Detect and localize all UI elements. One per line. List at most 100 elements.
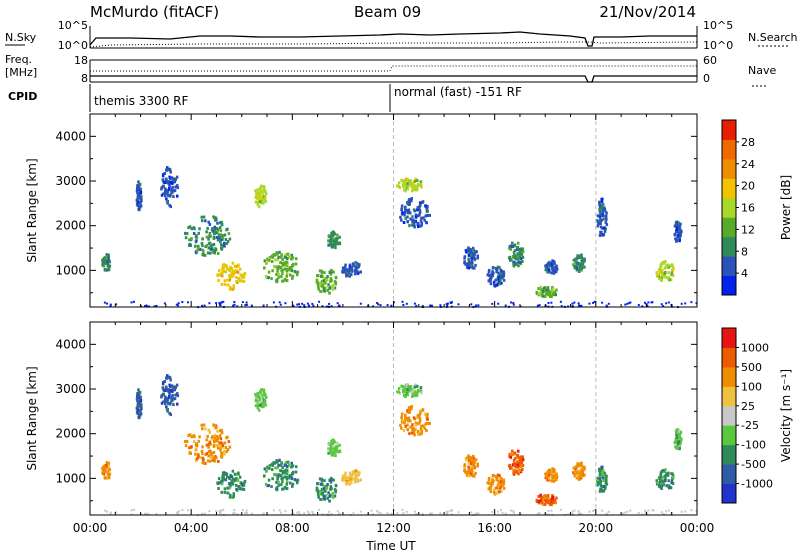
echo-cell bbox=[328, 495, 331, 498]
colorbar-tick-label: 8 bbox=[741, 245, 748, 258]
echo-cell bbox=[181, 301, 184, 303]
echo-cell bbox=[213, 236, 216, 240]
echo-cell bbox=[413, 391, 416, 395]
echo-cell bbox=[185, 232, 189, 236]
echo-cell bbox=[165, 179, 168, 182]
echo-cell bbox=[195, 239, 198, 243]
echo-cell bbox=[600, 489, 603, 493]
echo-cell bbox=[215, 227, 219, 230]
echo-cell bbox=[663, 275, 667, 279]
echo-cell bbox=[402, 304, 405, 306]
echo-cell bbox=[137, 400, 140, 404]
echo-cell bbox=[656, 481, 660, 485]
echo-cell bbox=[230, 271, 233, 275]
echo-cell bbox=[492, 282, 496, 286]
echo-cell bbox=[546, 286, 550, 289]
echo-cell bbox=[217, 441, 221, 445]
echo-cell bbox=[356, 474, 359, 478]
x-tick-label: 08:00 bbox=[275, 521, 310, 535]
echo-cell bbox=[677, 431, 680, 435]
echo-cell bbox=[323, 271, 326, 275]
echo-cell bbox=[232, 284, 235, 288]
echo-cell bbox=[409, 425, 412, 429]
echo-cell bbox=[315, 278, 319, 282]
echo-cell bbox=[544, 294, 547, 298]
echo-cell bbox=[261, 190, 264, 194]
echo-cell bbox=[476, 462, 479, 466]
echo-cell bbox=[536, 512, 539, 515]
echo-region bbox=[216, 261, 247, 291]
echo-cell bbox=[659, 277, 662, 281]
echo-cell bbox=[259, 200, 262, 204]
echo-cell bbox=[168, 376, 172, 380]
echo-cell bbox=[488, 476, 491, 480]
echo-cell bbox=[328, 239, 332, 243]
echo-cell bbox=[213, 424, 216, 428]
echo-cell bbox=[270, 277, 273, 281]
echo-cell bbox=[496, 275, 500, 279]
echo-cell bbox=[286, 272, 289, 276]
echo-cell bbox=[492, 488, 496, 492]
echo-cell bbox=[173, 189, 177, 193]
colorbar-cell bbox=[722, 256, 736, 277]
echo-cell bbox=[551, 286, 554, 290]
echo-cell bbox=[209, 247, 213, 251]
echo-cell bbox=[206, 251, 210, 255]
colorbar-tick-label: 25 bbox=[741, 400, 755, 413]
echo-cell bbox=[256, 197, 259, 201]
echo-cell bbox=[547, 288, 550, 292]
echo-cell bbox=[473, 465, 477, 469]
echo-cell bbox=[396, 512, 399, 515]
echo-cell bbox=[332, 237, 335, 241]
echo-cell bbox=[233, 303, 236, 306]
echo-cell bbox=[508, 454, 511, 458]
echo-cell bbox=[201, 244, 204, 248]
echo-cell bbox=[308, 512, 310, 515]
echo-region bbox=[341, 469, 362, 486]
echo-cell bbox=[624, 303, 627, 306]
echo-cell bbox=[344, 471, 347, 475]
echo-cell bbox=[548, 502, 552, 506]
echo-cell bbox=[275, 251, 278, 255]
echo-cell bbox=[655, 271, 658, 275]
echo-region bbox=[160, 166, 180, 209]
echo-cell bbox=[417, 433, 420, 437]
echo-cell bbox=[544, 500, 548, 504]
echo-cell bbox=[504, 512, 507, 515]
echo-cell bbox=[115, 303, 118, 306]
echo-cell bbox=[256, 201, 260, 204]
echo-cell bbox=[107, 267, 111, 271]
echo-cell bbox=[605, 223, 609, 227]
cpid-strip: CPID themis 3300 RF normal (fast) -151 R… bbox=[8, 84, 522, 112]
echo-cell bbox=[250, 304, 253, 307]
echo-cell bbox=[551, 292, 554, 296]
echo-cell bbox=[539, 285, 542, 289]
echo-cell bbox=[236, 270, 240, 274]
echo-cell bbox=[467, 251, 471, 255]
echo-cell bbox=[581, 266, 584, 270]
echo-cell bbox=[292, 512, 295, 515]
nave-trace bbox=[90, 75, 697, 83]
echo-cell bbox=[582, 465, 585, 469]
echo-cell bbox=[212, 456, 216, 460]
echo-cell bbox=[578, 512, 580, 515]
echo-cell bbox=[413, 510, 416, 513]
echo-cell bbox=[202, 458, 205, 462]
echo-cell bbox=[678, 447, 681, 451]
echo-cell bbox=[675, 239, 678, 243]
echo-cell bbox=[605, 512, 608, 515]
echo-cell bbox=[516, 255, 519, 259]
echo-cell bbox=[108, 472, 112, 476]
echo-cell bbox=[260, 388, 263, 392]
echo-cell bbox=[265, 396, 268, 399]
echo-cell bbox=[197, 454, 200, 458]
echo-cell bbox=[220, 431, 224, 435]
echo-cell bbox=[512, 458, 516, 462]
echo-cell bbox=[346, 476, 350, 480]
echo-cell bbox=[209, 442, 212, 446]
echo-cell bbox=[266, 465, 269, 469]
echo-cell bbox=[546, 470, 550, 474]
echo-cell bbox=[601, 197, 604, 201]
echo-cell bbox=[403, 421, 406, 425]
